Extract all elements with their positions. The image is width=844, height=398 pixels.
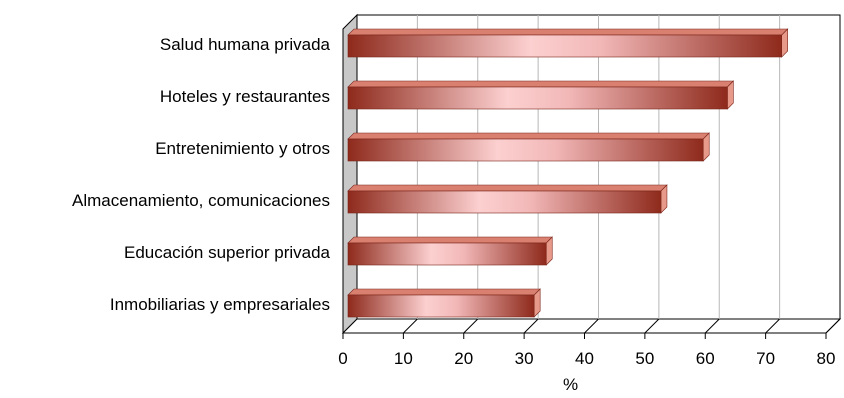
category-label: Hoteles y restaurantes [160,87,330,106]
x-tick-label: 80 [817,349,836,368]
floor-gridline [403,318,418,334]
bar-front-face [347,34,783,58]
x-tick-labels: 0 10 20 30 40 50 60 70 80 [338,349,835,368]
floor-gridline [765,318,780,334]
x-tick-label: 30 [515,349,534,368]
floor-gridline [523,318,539,334]
bar-top-face [347,184,668,192]
x-tick-label: 40 [575,349,594,368]
bar [347,236,553,266]
floor-gridline [825,318,841,334]
bar-top-face [347,132,710,140]
category-label: Educación superior privada [124,243,331,262]
bar-front-face [347,294,535,318]
bar-front-face [347,86,728,110]
category-labels: Salud humana privada Hoteles y restaurant… [72,35,331,314]
x-tick-label: 50 [635,349,654,368]
x-tick-label: 70 [756,349,775,368]
category-label: Entretenimiento y otros [155,139,330,158]
x-tick-label: 60 [696,349,715,368]
bars [347,28,789,318]
x-axis-title: % [563,375,578,394]
floor-gridline [644,318,660,334]
bar [347,28,789,58]
category-label: Inmobiliarias y empresariales [110,295,330,314]
x-tick-label: 0 [338,349,347,368]
category-label: Almacenamiento, comunicaciones [72,191,330,210]
bar-front-face [347,138,704,162]
gridlines [342,15,841,339]
floor-gridline [584,318,599,334]
x-tick-label: 10 [394,349,413,368]
side-wall [342,13,358,335]
bar-front-face [347,242,547,266]
x-tick-label: 20 [454,349,473,368]
bar-top-face [347,236,553,244]
bar-top-face [347,80,735,88]
category-label: Salud humana privada [160,35,331,54]
bar [347,184,668,214]
floor-gridline [704,318,720,334]
floor-gridline [463,318,479,334]
bar [347,288,541,318]
bar-top-face [347,28,789,36]
bar [347,80,735,110]
bar-front-face [347,190,662,214]
bar [347,132,710,162]
bar-top-face [347,288,541,296]
